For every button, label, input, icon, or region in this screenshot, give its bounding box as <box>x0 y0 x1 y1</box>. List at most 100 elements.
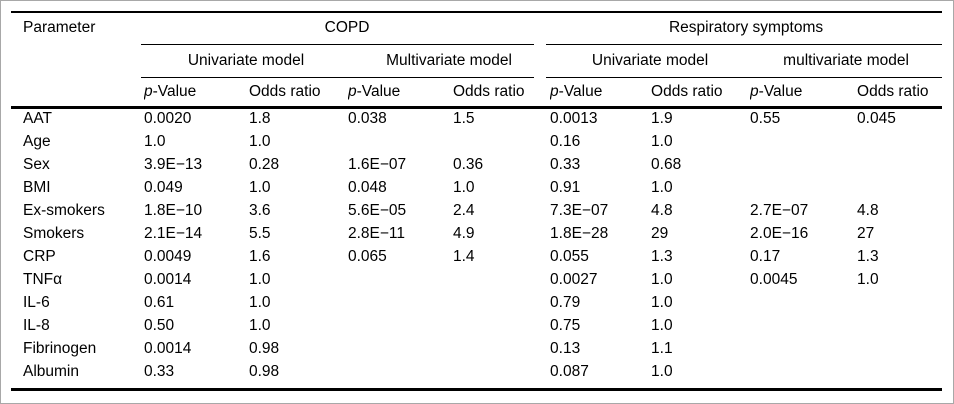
value-cell: 0.087 <box>550 362 589 380</box>
p-value-header: p-Value <box>348 83 401 100</box>
value-cell: 1.0 <box>651 362 673 380</box>
value-cell: 4.8 <box>857 201 879 219</box>
value-cell: 0.049 <box>144 178 183 196</box>
value-cell: 4.8 <box>651 201 673 219</box>
value-cell <box>453 337 550 360</box>
table-row: TNFα 0.0014 1.0 0.0027 1.0 0.0045 1.0 <box>11 268 942 291</box>
statistics-table: Parameter COPD Respiratory symptoms Univ… <box>11 11 942 393</box>
respiratory-group-rule <box>546 43 942 45</box>
value-cell: 1.0 <box>857 270 879 288</box>
data-table: Parameter COPD Respiratory symptoms Univ… <box>11 11 942 383</box>
value-cell: 0.0014 <box>144 270 192 288</box>
value-cell: 0.0045 <box>750 270 798 288</box>
resp-multivariate-header: multivariate model <box>783 51 909 69</box>
resp-univariate-header: Univariate model <box>591 51 709 69</box>
value-cell: 3.9E−13 <box>144 155 203 173</box>
value-cell <box>857 337 942 360</box>
value-cell: 1.0 <box>453 178 475 196</box>
value-cell: 1.0 <box>651 270 673 288</box>
p-value-header: p-Value <box>144 83 197 100</box>
value-cell: 1.0 <box>651 293 673 311</box>
row-parameter: Sex <box>23 155 50 173</box>
value-cell: 0.91 <box>550 178 581 196</box>
value-cell: 1.0 <box>651 178 673 196</box>
row-parameter: IL-6 <box>23 293 50 311</box>
value-cell <box>453 130 550 153</box>
row-parameter: CRP <box>23 247 56 265</box>
table-row: Ex-smokers 1.8E−10 3.6 5.6E−05 2.4 7.3E−07 4.8… <box>11 199 942 222</box>
value-cell: 1.0 <box>144 132 166 150</box>
value-cell: 1.5 <box>453 109 475 127</box>
value-cell <box>348 360 453 383</box>
value-cell: 0.048 <box>348 178 387 196</box>
value-cell: 0.33 <box>144 362 175 380</box>
value-cell: 2.8E−11 <box>348 224 406 242</box>
value-cell: 1.4 <box>453 247 475 265</box>
copd-model-rule <box>141 76 534 78</box>
odds-ratio-header: Odds ratio <box>651 83 723 100</box>
value-cell: 1.8 <box>249 109 271 127</box>
row-parameter: Smokers <box>23 224 85 242</box>
value-cell <box>750 314 857 337</box>
value-cell <box>750 130 857 153</box>
copd-group-rule <box>141 43 534 45</box>
table-row: IL-8 0.50 1.0 0.75 1.0 <box>11 314 942 337</box>
header-body-rule <box>11 106 942 109</box>
value-cell: 0.065 <box>348 247 387 265</box>
value-cell: 0.50 <box>144 316 175 334</box>
value-cell <box>857 176 942 199</box>
value-cell <box>453 268 550 291</box>
odds-ratio-header: Odds ratio <box>453 83 525 100</box>
value-cell <box>750 291 857 314</box>
row-parameter: Ex-smokers <box>23 201 105 219</box>
value-cell <box>348 314 453 337</box>
value-cell: 1.8E−10 <box>144 201 203 219</box>
value-cell: 0.055 <box>550 247 589 265</box>
value-cell <box>857 291 942 314</box>
value-cell: 0.98 <box>249 362 280 380</box>
value-cell <box>857 130 942 153</box>
respiratory-model-rule <box>546 76 942 78</box>
spacer-cell <box>11 77 144 107</box>
value-cell <box>750 153 857 176</box>
value-cell <box>453 314 550 337</box>
table-body: AAT 0.0020 1.8 0.038 1.5 0.0013 1.9 0.55 0.045 Ag… <box>11 107 942 383</box>
table-row: Albumin 0.33 0.98 0.087 1.0 <box>11 360 942 383</box>
value-cell: 2.7E−07 <box>750 201 809 219</box>
value-cell: 0.75 <box>550 316 581 334</box>
value-cell <box>453 360 550 383</box>
value-cell: 7.3E−07 <box>550 201 609 219</box>
value-cell: 1.0 <box>249 316 271 334</box>
table-row: CRP 0.0049 1.6 0.065 1.4 0.055 1.3 0.17 1.3 <box>11 245 942 268</box>
value-cell: 0.0027 <box>550 270 598 288</box>
value-cell: 29 <box>651 224 669 242</box>
value-cell: 1.0 <box>651 316 673 334</box>
table-row: Fibrinogen 0.0014 0.98 0.13 1.1 <box>11 337 942 360</box>
value-cell: 1.6E−07 <box>348 155 407 173</box>
odds-ratio-header: Odds ratio <box>857 83 929 100</box>
value-cell: 1.6 <box>249 247 271 265</box>
row-parameter: Albumin <box>23 362 79 380</box>
value-cell: 0.61 <box>144 293 175 311</box>
value-cell <box>453 291 550 314</box>
value-cell: 0.17 <box>750 247 781 265</box>
value-cell: 3.6 <box>249 201 271 219</box>
parameter-column-header: Parameter <box>23 18 96 36</box>
copd-univariate-header: Univariate model <box>187 51 305 69</box>
value-cell <box>750 360 857 383</box>
row-parameter: Age <box>23 132 51 150</box>
table-row: Smokers 2.1E−14 5.5 2.8E−11 4.9 1.8E−28 29 2.0E… <box>11 222 942 245</box>
value-cell: 1.9 <box>651 109 673 127</box>
top-rule <box>11 11 942 13</box>
value-cell <box>857 153 942 176</box>
value-cell: 1.3 <box>651 247 673 265</box>
copd-multivariate-header: Multivariate model <box>386 51 512 69</box>
table-row: Sex 3.9E−13 0.28 1.6E−07 0.36 0.33 0.68 <box>11 153 942 176</box>
value-cell: 5.5 <box>249 224 271 242</box>
row-parameter: IL-8 <box>23 316 50 334</box>
value-cell: 0.98 <box>249 339 280 357</box>
value-cell: 27 <box>857 224 875 242</box>
value-cell: 0.0014 <box>144 339 192 357</box>
value-cell: 0.68 <box>651 155 682 173</box>
